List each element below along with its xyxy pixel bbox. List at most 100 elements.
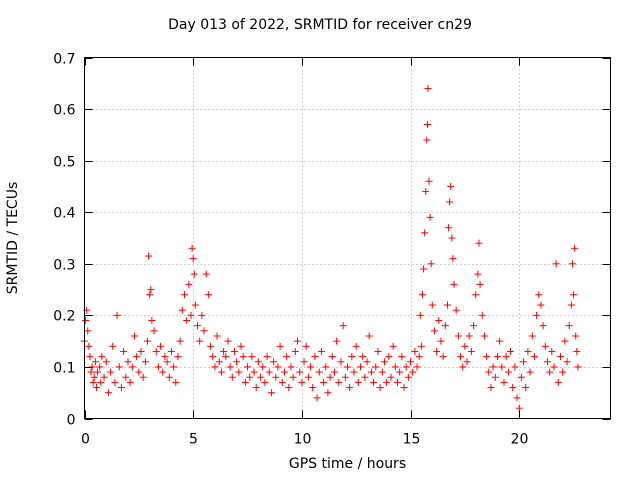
data-point: [546, 368, 554, 376]
data-point: [88, 363, 96, 371]
data-point: [252, 384, 260, 392]
data-point: [97, 378, 105, 386]
data-point: [376, 384, 384, 392]
data-point: [445, 224, 453, 232]
data-point: [89, 378, 97, 386]
data-point: [509, 384, 517, 392]
data-point: [111, 378, 119, 386]
y-tick-label: 0.7: [53, 52, 75, 68]
data-point: [423, 136, 431, 144]
data-point: [154, 363, 162, 371]
data-point: [365, 332, 373, 340]
data-point: [383, 378, 391, 386]
data-point: [465, 332, 473, 340]
data-point: [398, 353, 406, 361]
data-point: [190, 270, 198, 278]
data-point: [476, 280, 484, 288]
data-point: [152, 347, 160, 355]
data-point: [289, 373, 297, 381]
data-point: [363, 358, 371, 366]
data-point: [307, 363, 315, 371]
data-point: [367, 368, 375, 376]
data-point: [161, 353, 169, 361]
data-point: [507, 347, 515, 355]
data-point: [511, 363, 519, 371]
data-point: [172, 378, 180, 386]
data-point: [528, 332, 536, 340]
data-point: [145, 252, 153, 260]
data-point: [341, 373, 349, 381]
data-point: [372, 363, 380, 371]
data-point: [359, 353, 367, 361]
data-point: [574, 363, 582, 371]
data-point: [122, 373, 130, 381]
data-point: [322, 363, 330, 371]
data-point: [304, 373, 312, 381]
data-point: [422, 188, 430, 196]
data-point: [543, 358, 551, 366]
data-point: [354, 378, 362, 386]
data-point: [163, 358, 171, 366]
data-point: [150, 327, 158, 335]
data-point: [437, 337, 445, 345]
x-tick-label: 20: [511, 432, 529, 448]
data-point: [411, 347, 419, 355]
data-point: [270, 358, 278, 366]
data-point: [493, 353, 501, 361]
data-point: [502, 353, 510, 361]
data-point: [391, 363, 399, 371]
data-point: [370, 378, 378, 386]
data-point: [467, 347, 475, 355]
data-point: [485, 368, 493, 376]
data-point: [259, 363, 267, 371]
data-point: [500, 378, 508, 386]
data-point: [109, 342, 117, 350]
data-point: [317, 347, 325, 355]
data-point: [550, 363, 558, 371]
data-point: [209, 353, 217, 361]
y-tick-label: 0.5: [53, 155, 75, 171]
data-point: [207, 342, 215, 350]
data-point: [100, 373, 108, 381]
data-point: [174, 353, 182, 361]
data-point: [535, 291, 543, 299]
data-point: [496, 337, 504, 345]
data-point: [215, 358, 223, 366]
data-point: [211, 363, 219, 371]
data-point: [87, 368, 95, 376]
data-point: [204, 291, 212, 299]
data-point: [157, 342, 165, 350]
data-point: [472, 291, 480, 299]
data-point: [98, 353, 106, 361]
axis-ticks: 0 0.1 0.2 0.3 0.4 0.5 0.6 0.7 0 5 10 15 20: [53, 52, 611, 448]
data-point: [335, 378, 343, 386]
data-point: [425, 177, 433, 185]
data-point: [346, 384, 354, 392]
data-point: [241, 378, 249, 386]
x-tick-label: 15: [403, 432, 421, 448]
data-point: [565, 322, 573, 330]
chart-title: Day 013 of 2022, SRMTID for receiver cn2…: [168, 17, 472, 33]
data-point: [452, 306, 460, 314]
data-point: [407, 358, 415, 366]
data-point: [113, 311, 121, 319]
data-point: [378, 368, 386, 376]
data-point: [124, 358, 132, 366]
data-point: [387, 373, 395, 381]
data-point: [344, 363, 351, 371]
data-point: [417, 342, 425, 350]
grid-lines: [84, 57, 611, 419]
data-point: [300, 358, 308, 366]
data-point: [513, 394, 521, 402]
data-point: [483, 353, 491, 361]
data-point: [470, 322, 478, 330]
data-point: [409, 368, 417, 376]
data-point: [520, 358, 528, 366]
data-point: [420, 265, 428, 273]
data-point: [159, 368, 167, 376]
data-point: [144, 337, 152, 345]
data-point: [559, 368, 567, 376]
data-point: [248, 353, 256, 361]
data-point: [568, 260, 576, 268]
data-point: [94, 368, 102, 376]
